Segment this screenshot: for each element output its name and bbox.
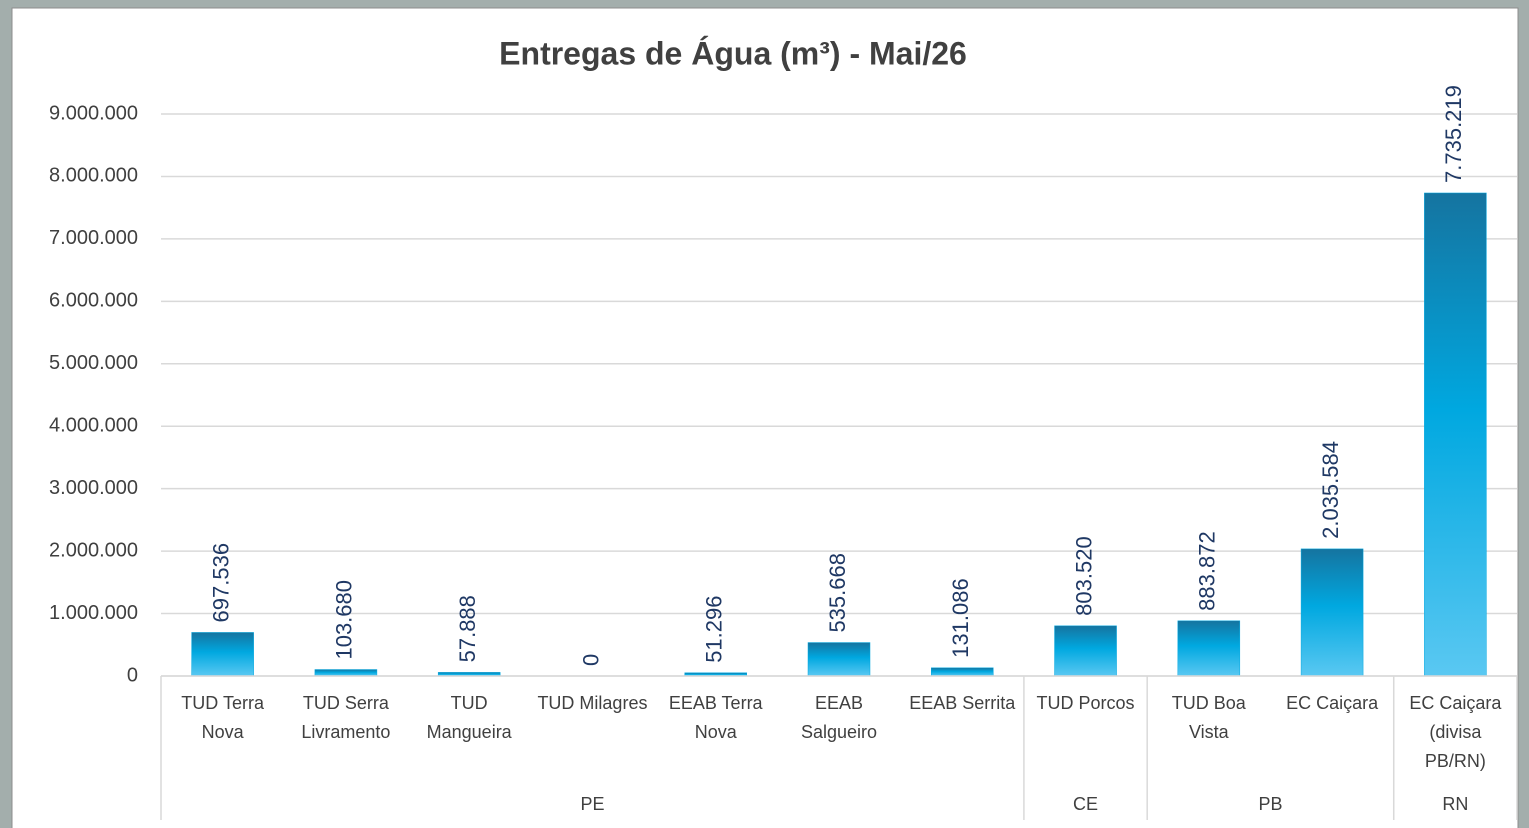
x-tick-label: TUD Terra Nova	[181, 693, 265, 742]
x-tick-label: TUD Porcos	[1037, 693, 1135, 713]
value-label: 535.668	[825, 553, 850, 633]
y-tick-label: 8.000.000	[49, 165, 138, 187]
bar	[1424, 192, 1487, 677]
group-label: CE	[1073, 794, 1098, 814]
bar	[1054, 625, 1117, 677]
chart-area	[11, 7, 1519, 828]
y-tick-label: 1.000.000	[49, 602, 138, 624]
y-tick-label: 0	[127, 664, 138, 686]
value-label: 803.520	[1071, 536, 1096, 616]
value-label: 2.035.584	[1318, 441, 1343, 539]
value-label: 697.536	[208, 543, 233, 623]
x-tick-label: EC Caiçara	[1286, 693, 1379, 713]
y-tick-label: 4.000.000	[49, 415, 138, 437]
x-tick-label: TUD Mangueira	[427, 693, 513, 742]
x-tick-label: EC Caiçara (divisa PB/RN)	[1409, 693, 1502, 771]
group-label: RN	[1442, 794, 1468, 814]
value-label: 131.086	[948, 578, 973, 658]
value-label: 883.872	[1195, 531, 1220, 611]
x-tick-label: TUD Boa Vista	[1172, 693, 1247, 742]
y-tick-label: 3.000.000	[49, 477, 138, 499]
y-tick-label: 5.000.000	[49, 352, 138, 374]
bar	[1177, 620, 1241, 677]
bar	[1300, 548, 1364, 677]
bar	[314, 669, 378, 677]
x-tick-label: EEAB Terra Nova	[669, 693, 764, 742]
bar	[807, 642, 871, 677]
value-label: 7.735.219	[1441, 85, 1466, 183]
bar	[931, 667, 994, 677]
x-tick-label: EEAB Serrita	[909, 693, 1016, 713]
x-tick-label: TUD Milagres	[537, 693, 647, 713]
y-tick-label: 7.000.000	[49, 227, 138, 249]
y-tick-label: 9.000.000	[49, 102, 138, 124]
y-tick-label: 6.000.000	[49, 290, 138, 312]
y-tick-label: 2.000.000	[49, 539, 138, 561]
value-label: 51.296	[702, 596, 727, 663]
group-label: PE	[580, 794, 604, 814]
chart-title: Entregas de Água (m³) - Mai/26	[499, 35, 967, 71]
x-tick-label: TUD Serra Livramento	[301, 693, 390, 742]
value-label: 0	[578, 654, 603, 666]
group-label: PB	[1258, 794, 1282, 814]
x-tick-label: EEAB Salgueiro	[801, 693, 877, 742]
value-label: 103.680	[332, 580, 357, 660]
bar	[191, 632, 254, 677]
value-label: 57.888	[455, 595, 480, 662]
